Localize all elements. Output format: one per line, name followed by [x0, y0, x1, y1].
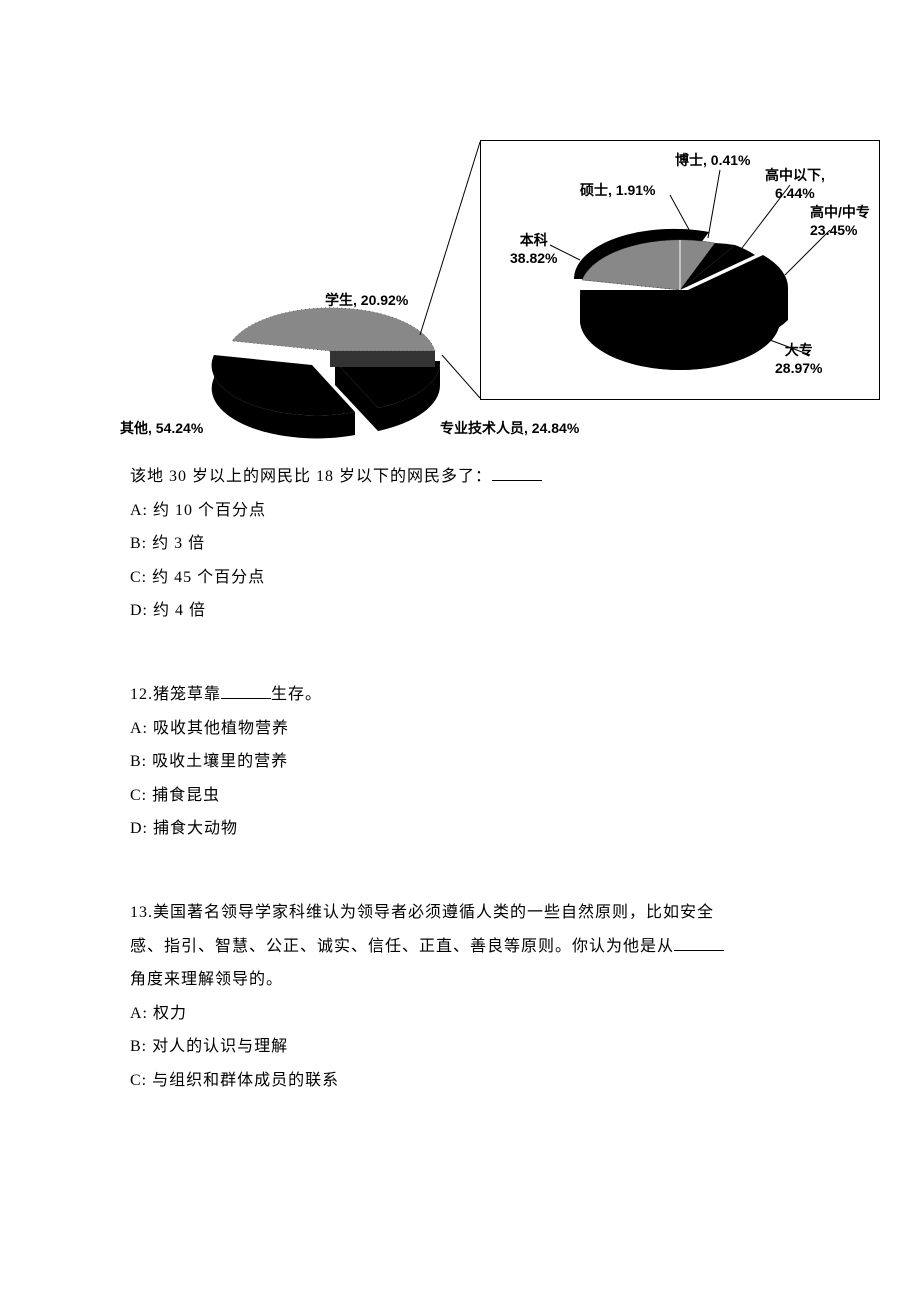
- q12-opt-d: D: 捕食大动物: [130, 812, 790, 846]
- q13-opt-c: C: 与组织和群体成员的联系: [130, 1064, 790, 1098]
- q13-opt-b: B: 对人的认识与理解: [130, 1030, 790, 1064]
- q11-opt-b: B: 约 3 倍: [130, 527, 790, 561]
- q12-opt-c: C: 捕食昆虫: [130, 779, 790, 813]
- q12-blank: [221, 683, 271, 699]
- q11-opt-c: C: 约 45 个百分点: [130, 561, 790, 595]
- q13-stem-l2: 感、指引、智慧、公正、诚实、信任、正直、善良等原则。你认为他是从: [130, 930, 790, 964]
- label-college: 大专 28.97%: [775, 340, 822, 376]
- chart-region: 学生, 20.92% 其他, 54.24% 专业技术人员, 24.84% 硕士,…: [130, 140, 790, 440]
- label-hs: 高中/中专 23.45%: [810, 202, 870, 238]
- q13-stem-l1: 13.美国著名领导学家科维认为领导者必须遵循人类的一些自然原则，比如安全: [130, 896, 790, 930]
- label-hs-val: 23.45%: [810, 222, 857, 238]
- label-bachelor-val: 38.82%: [510, 250, 557, 266]
- label-college-val: 28.97%: [775, 360, 822, 376]
- q12-stem-pre: 12.猪笼草靠: [130, 686, 221, 703]
- q11-blank: [492, 465, 542, 481]
- q13-stem-l3: 角度来理解领导的。: [130, 963, 790, 997]
- question-12: 12.猪笼草靠 生存。 A: 吸收其他植物营养 B: 吸收土壤里的营养 C: 捕食…: [130, 678, 790, 846]
- q11-opt-d: D: 约 4 倍: [130, 594, 790, 628]
- q12-opt-a: A: 吸收其他植物营养: [130, 712, 790, 746]
- q11-stem-text: 该地 30 岁以上的网民比 18 岁以下的网民多了：: [130, 468, 492, 485]
- label-student: 学生, 20.92%: [325, 290, 408, 310]
- label-below-hs-val: 6.44%: [775, 185, 815, 201]
- question-11: 该地 30 岁以上的网民比 18 岁以下的网民多了： A: 约 10 个百分点 …: [130, 460, 790, 628]
- label-other: 其他, 54.24%: [120, 418, 203, 438]
- question-13: 13.美国著名领导学家科维认为领导者必须遵循人类的一些自然原则，比如安全 感、指…: [130, 896, 790, 1098]
- label-bachelor: 本科 38.82%: [510, 230, 557, 266]
- q12-stem: 12.猪笼草靠 生存。: [130, 678, 790, 712]
- label-college-text: 大专: [785, 342, 813, 358]
- label-tech: 专业技术人员, 24.84%: [440, 418, 579, 438]
- q13-opt-a: A: 权力: [130, 997, 790, 1031]
- q13-blank: [674, 935, 724, 951]
- label-below-hs: 高中以下, 6.44%: [765, 165, 825, 201]
- label-master: 硕士, 1.91%: [580, 180, 655, 200]
- label-bachelor-text: 本科: [520, 232, 548, 248]
- q13-stem-l2-pre: 感、指引、智慧、公正、诚实、信任、正直、善良等原则。你认为他是从: [130, 938, 674, 955]
- label-phd: 博士, 0.41%: [675, 150, 750, 170]
- q11-stem: 该地 30 岁以上的网民比 18 岁以下的网民多了：: [130, 460, 790, 494]
- label-below-hs-text: 高中以下,: [765, 167, 825, 183]
- q11-opt-a: A: 约 10 个百分点: [130, 494, 790, 528]
- q12-stem-post: 生存。: [271, 686, 322, 703]
- q12-opt-b: B: 吸收土壤里的营养: [130, 745, 790, 779]
- label-hs-text: 高中/中专: [810, 204, 870, 220]
